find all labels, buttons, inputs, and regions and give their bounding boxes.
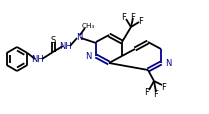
Text: F: F	[131, 12, 135, 21]
Text: F: F	[162, 83, 166, 92]
Text: N: N	[165, 59, 171, 68]
Text: NH: NH	[32, 55, 44, 64]
Text: CH₃: CH₃	[81, 23, 95, 29]
Text: NH: NH	[60, 42, 72, 51]
Text: N: N	[86, 52, 92, 61]
Text: S: S	[50, 36, 56, 45]
Text: F: F	[154, 90, 158, 99]
Text: F: F	[139, 16, 143, 25]
Text: N: N	[76, 33, 82, 42]
Text: F: F	[145, 88, 149, 97]
Text: F: F	[122, 13, 126, 22]
